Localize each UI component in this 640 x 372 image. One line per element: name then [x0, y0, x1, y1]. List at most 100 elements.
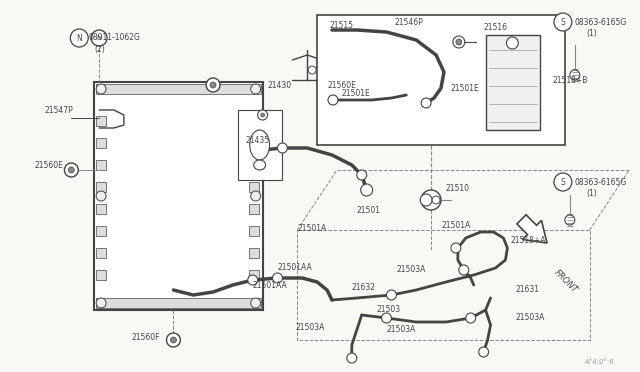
Bar: [238, 110, 282, 180]
Text: A°4:0°·6: A°4:0°·6: [585, 359, 614, 365]
Text: 21501AA: 21501AA: [278, 263, 312, 273]
Circle shape: [260, 113, 264, 117]
Bar: [96, 116, 106, 126]
Circle shape: [565, 215, 575, 225]
Circle shape: [451, 243, 461, 253]
Circle shape: [170, 337, 177, 343]
Bar: [108, 106, 241, 288]
Bar: [249, 248, 259, 258]
Bar: [94, 82, 262, 310]
Circle shape: [347, 353, 356, 363]
Circle shape: [210, 82, 216, 88]
Text: 21546P: 21546P: [394, 17, 423, 26]
Circle shape: [554, 13, 572, 31]
Circle shape: [554, 173, 572, 191]
Circle shape: [70, 29, 88, 47]
Circle shape: [96, 191, 106, 201]
Circle shape: [453, 36, 465, 48]
Text: (2): (2): [94, 45, 105, 54]
Text: 21560E: 21560E: [327, 80, 356, 90]
Bar: [96, 298, 260, 308]
Text: S: S: [561, 177, 565, 186]
Text: 21501AA: 21501AA: [253, 280, 287, 289]
Circle shape: [361, 184, 372, 196]
Circle shape: [421, 190, 441, 210]
Bar: [249, 270, 259, 280]
Text: 21515: 21515: [329, 20, 353, 29]
Circle shape: [65, 163, 78, 177]
Text: 21501A: 21501A: [441, 221, 470, 230]
Bar: [317, 15, 565, 145]
Text: 21560E: 21560E: [35, 160, 63, 170]
Text: 08363-6165G: 08363-6165G: [575, 17, 627, 26]
Circle shape: [251, 84, 260, 94]
Bar: [96, 204, 106, 214]
Circle shape: [68, 167, 74, 173]
Bar: [249, 182, 259, 192]
Circle shape: [356, 170, 367, 180]
Bar: [249, 116, 259, 126]
Circle shape: [251, 298, 260, 308]
Text: 21435: 21435: [246, 135, 270, 144]
Circle shape: [420, 194, 432, 206]
Circle shape: [206, 78, 220, 92]
Text: 21547P: 21547P: [45, 106, 74, 115]
Bar: [249, 160, 259, 170]
Circle shape: [278, 143, 287, 153]
Bar: [96, 182, 106, 192]
Text: 21631: 21631: [515, 285, 540, 295]
Text: (1): (1): [587, 189, 597, 198]
Bar: [298, 230, 589, 340]
Text: 21560F: 21560F: [132, 334, 160, 343]
Text: 21503A: 21503A: [387, 326, 416, 334]
Bar: [96, 84, 260, 94]
Bar: [96, 160, 106, 170]
Text: 21501E: 21501E: [451, 83, 479, 93]
Circle shape: [258, 110, 268, 120]
Circle shape: [328, 95, 338, 105]
Circle shape: [308, 66, 316, 74]
Text: 21501A: 21501A: [298, 224, 326, 232]
Text: 21430: 21430: [268, 80, 292, 90]
Text: 08363-6165G: 08363-6165G: [575, 177, 627, 186]
Text: 21518+B: 21518+B: [553, 76, 588, 84]
Text: 21501: 21501: [356, 205, 381, 215]
Bar: [249, 226, 259, 236]
Circle shape: [432, 196, 440, 204]
Ellipse shape: [253, 160, 266, 170]
Bar: [249, 204, 259, 214]
Bar: [96, 270, 106, 280]
Bar: [96, 248, 106, 258]
Text: 21518+A: 21518+A: [510, 235, 546, 244]
Text: 21501E: 21501E: [342, 89, 371, 97]
Bar: [486, 35, 540, 130]
Bar: [96, 138, 106, 148]
Text: 21516: 21516: [484, 22, 508, 32]
Bar: [249, 138, 259, 148]
Circle shape: [381, 313, 392, 323]
Text: 21632: 21632: [352, 283, 376, 292]
Circle shape: [466, 313, 476, 323]
Text: 21503A: 21503A: [396, 266, 426, 275]
Text: 21503A: 21503A: [295, 324, 324, 333]
Circle shape: [166, 333, 180, 347]
Bar: [96, 226, 106, 236]
Text: 21503: 21503: [376, 305, 401, 314]
Circle shape: [456, 39, 462, 45]
Circle shape: [248, 275, 258, 285]
Text: 21503A: 21503A: [515, 314, 545, 323]
Ellipse shape: [250, 130, 269, 160]
Text: 21510: 21510: [446, 183, 470, 192]
Text: N: N: [97, 35, 102, 41]
Circle shape: [251, 191, 260, 201]
Circle shape: [96, 298, 106, 308]
Circle shape: [459, 265, 468, 275]
Polygon shape: [517, 215, 547, 243]
Circle shape: [91, 30, 107, 46]
Circle shape: [96, 84, 106, 94]
Text: FRONT: FRONT: [552, 268, 579, 295]
Text: N: N: [76, 33, 82, 42]
Circle shape: [479, 347, 488, 357]
Text: 08911-1062G: 08911-1062G: [88, 32, 140, 42]
Circle shape: [506, 37, 518, 49]
